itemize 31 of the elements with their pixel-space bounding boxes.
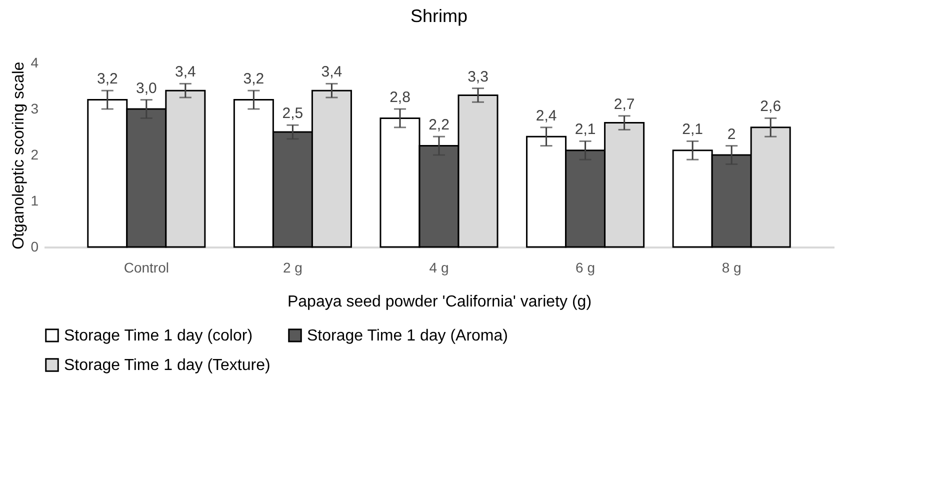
x-tick-label: 4 g [429,260,449,276]
data-label: 2,7 [614,96,635,113]
data-label: 2,1 [574,121,596,138]
data-label: 3,2 [243,70,264,88]
data-label: 3,3 [468,68,488,86]
x-tick-label: 6 g [576,260,596,276]
data-label: 3,4 [174,64,196,81]
data-label: 3,0 [136,80,157,97]
legend-label: Storage Time 1 day (Texture) [64,357,270,374]
data-label: 2,2 [428,116,450,134]
y-tick-label: 4 [30,54,39,70]
data-label: 2 [727,126,736,143]
data-label: 3,2 [96,70,118,88]
data-label: 2,5 [282,105,304,122]
x-tick-label: 2 g [282,260,302,276]
y-tick-label: 0 [30,238,39,254]
y-tick-label: 1 [30,192,39,208]
x-tick-label: Control [124,260,169,276]
x-tick-label: 8 g [722,260,742,276]
data-label: 2,6 [760,98,782,116]
data-label: 2,1 [682,121,704,138]
x-axis-title: Papaya seed powder 'California' variety (g) [287,294,592,310]
y-axis-title: Otganoleptic scoring scale [10,62,28,250]
y-tick-label: 3 [30,100,39,116]
legend-label: Storage Time 1 day (color) [64,327,253,344]
y-tick-label: 2 [30,146,39,162]
legend-label: Storage Time 1 day (Aroma) [307,327,508,344]
data-label: 3,4 [321,64,342,81]
data-label: 2,8 [390,89,410,106]
chart-title: Shrimp [410,6,468,26]
data-label: 2,4 [536,107,557,124]
